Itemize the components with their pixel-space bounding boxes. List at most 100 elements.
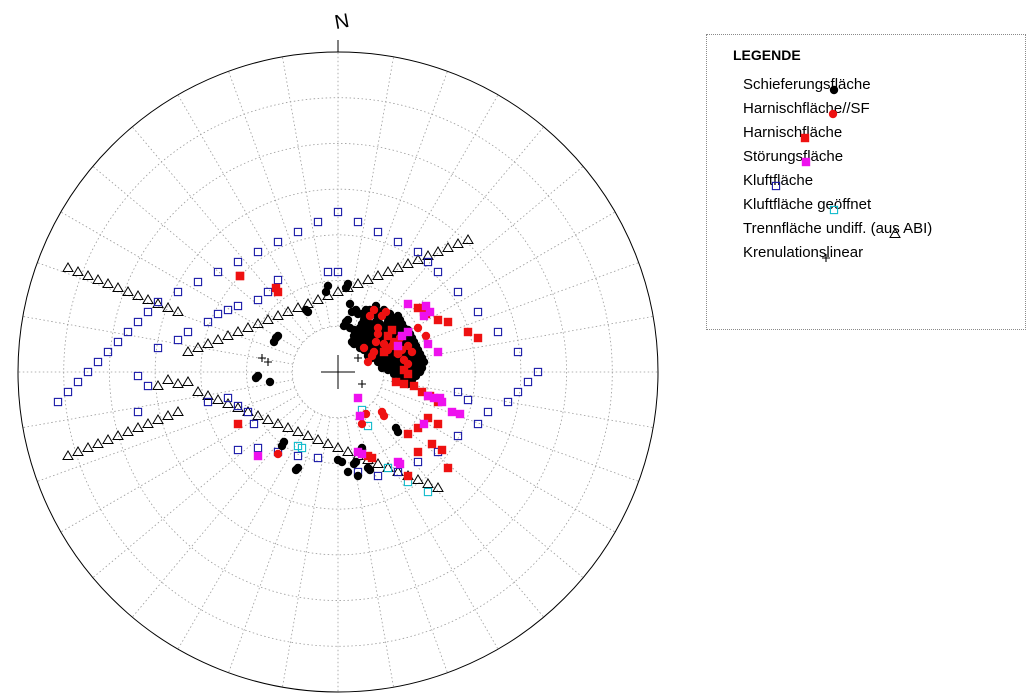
data-point bbox=[73, 377, 83, 387]
data-point bbox=[407, 347, 417, 357]
legend-entry-symbol bbox=[771, 181, 781, 191]
legend-entry-label: Trennfläche undiff. (aus ABI) bbox=[743, 220, 933, 237]
legend-entry: Störungsfläche bbox=[743, 147, 1023, 171]
data-point bbox=[264, 358, 272, 366]
data-point bbox=[143, 381, 153, 391]
data-point bbox=[172, 306, 184, 316]
data-point bbox=[473, 419, 483, 429]
data-point bbox=[273, 237, 283, 247]
data-point bbox=[372, 458, 384, 468]
data-point bbox=[473, 333, 483, 343]
data-point bbox=[62, 262, 74, 272]
data-point bbox=[133, 317, 143, 327]
data-point bbox=[322, 438, 334, 448]
data-point bbox=[413, 447, 423, 457]
data-point bbox=[273, 449, 283, 459]
data-point bbox=[433, 419, 443, 429]
stereonet-plot: N bbox=[17, 10, 659, 693]
data-point bbox=[429, 393, 439, 403]
data-point bbox=[153, 343, 163, 353]
data-point bbox=[437, 445, 447, 455]
grid-spoke-330 bbox=[177, 94, 316, 333]
data-point bbox=[252, 410, 264, 420]
legend-symbol-shape bbox=[771, 181, 781, 191]
data-point bbox=[483, 407, 493, 417]
data-point bbox=[312, 294, 324, 304]
data-point bbox=[242, 322, 254, 332]
data-point bbox=[403, 299, 413, 309]
legend-symbol-shape bbox=[822, 254, 831, 262]
data-point bbox=[122, 286, 134, 296]
data-point bbox=[354, 354, 362, 362]
data-point bbox=[432, 482, 444, 492]
data-point bbox=[423, 339, 433, 349]
data-point bbox=[82, 270, 94, 280]
data-point bbox=[452, 238, 464, 248]
data-point bbox=[173, 335, 183, 345]
data-point bbox=[513, 347, 523, 357]
data-point bbox=[333, 267, 343, 277]
data-point bbox=[399, 379, 409, 389]
data-point bbox=[203, 317, 213, 327]
data-point bbox=[421, 331, 431, 341]
data-point bbox=[93, 357, 103, 367]
data-point bbox=[293, 227, 303, 237]
data-point bbox=[272, 310, 284, 320]
legend-entry: Kluftfläche bbox=[743, 171, 1023, 195]
data-point bbox=[235, 271, 245, 281]
data-point bbox=[403, 327, 413, 337]
legend-symbol-shape bbox=[801, 133, 810, 143]
data-point bbox=[393, 467, 403, 477]
data-point bbox=[192, 386, 204, 396]
grid-ring-5 bbox=[109, 143, 567, 601]
data-point bbox=[313, 453, 323, 463]
data-point bbox=[123, 327, 133, 337]
data-point bbox=[402, 258, 414, 268]
data-point bbox=[332, 442, 344, 452]
data-point bbox=[432, 246, 444, 256]
legend-entry-label: Harnischfläche//SF bbox=[743, 100, 870, 117]
grid-spoke-20 bbox=[353, 71, 448, 330]
grid-spoke-340 bbox=[228, 71, 323, 330]
data-point bbox=[373, 227, 383, 237]
north-label: N bbox=[333, 10, 351, 34]
data-point bbox=[143, 307, 153, 317]
legend-entry-label: Störungsfläche bbox=[743, 148, 844, 165]
legend-title: LEGENDE bbox=[733, 47, 801, 63]
data-point bbox=[321, 287, 331, 297]
legend-entry-symbol bbox=[830, 205, 839, 215]
series-filled-square-ee1111 bbox=[233, 271, 483, 481]
data-point bbox=[403, 429, 413, 439]
grid-spoke-320 bbox=[132, 126, 309, 338]
data-point bbox=[337, 457, 347, 467]
grid-spoke-70 bbox=[380, 262, 639, 357]
data-point bbox=[253, 247, 263, 257]
legend-entry-symbol bbox=[822, 254, 831, 262]
data-point bbox=[387, 325, 397, 335]
data-point bbox=[447, 407, 457, 417]
data-point bbox=[442, 242, 454, 252]
data-point bbox=[323, 267, 333, 277]
legend-entry: Harnischfläche//SF bbox=[743, 99, 1023, 123]
data-point bbox=[383, 331, 393, 341]
data-point bbox=[222, 330, 234, 340]
grid-spoke-210 bbox=[177, 411, 316, 650]
data-point bbox=[513, 387, 523, 397]
center-cross bbox=[321, 355, 355, 389]
data-point bbox=[409, 381, 419, 391]
data-point bbox=[423, 257, 433, 267]
data-point bbox=[373, 471, 383, 481]
data-point bbox=[403, 341, 413, 351]
data-point bbox=[302, 430, 314, 440]
data-point bbox=[393, 341, 403, 351]
data-point bbox=[183, 327, 193, 337]
grid-spoke-30 bbox=[360, 94, 499, 333]
data-point bbox=[359, 343, 369, 353]
grid-spoke-280 bbox=[22, 316, 294, 365]
data-point bbox=[282, 306, 294, 316]
grid-spoke-190 bbox=[282, 416, 331, 688]
data-point bbox=[258, 354, 266, 362]
data-point bbox=[142, 294, 154, 304]
data-point bbox=[349, 459, 359, 469]
data-point bbox=[357, 449, 367, 459]
